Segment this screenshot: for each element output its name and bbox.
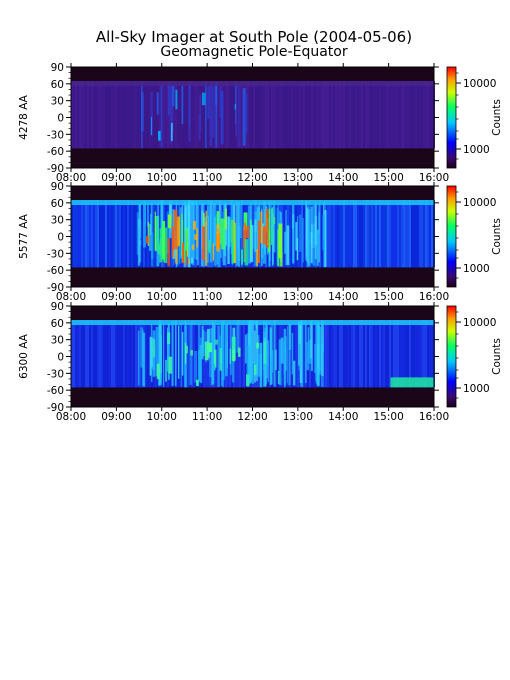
late-emission [390,377,434,388]
band-edge-top [71,320,434,326]
colorbar [446,66,457,169]
x-tick-label: 13:00 [283,411,313,423]
heatmap-image [71,81,435,149]
x-tick-label: 12:00 [237,291,267,303]
y-tick-label: -60 [47,265,64,277]
band-edge-top [71,81,434,87]
y-axis-label: 4278 AA [18,94,30,140]
y-tick-label: 0 [57,352,64,364]
y-tick-label: -30 [47,368,64,380]
x-tick-label: 14:00 [328,291,358,303]
x-tick-label: 09:00 [101,411,131,423]
x-tick-label: 11:00 [192,291,222,303]
y-tick-label: -90 [47,402,64,414]
x-tick-label: 14:00 [328,172,358,184]
y-tick-label: 60 [51,79,64,91]
x-tick-label: 12:00 [237,172,267,184]
y-tick-label: 30 [51,96,64,108]
colorbar-tick-label: 10000 [463,197,496,209]
colorbar-tick-label: 1000 [463,383,490,395]
x-tick-label: 10:00 [147,172,177,184]
x-tick-label: 08:00 [56,172,86,184]
x-tick-label: 11:00 [192,172,222,184]
y-tick-label: -30 [47,129,64,141]
x-tick-label: 16:00 [419,411,449,423]
x-tick-label: 14:00 [328,411,358,423]
x-tick-label: 15:00 [373,172,403,184]
colorbar-label: Counts [491,218,503,255]
y-tick-label: 90 [51,62,64,74]
y-tick-label: 30 [51,335,64,347]
band-edge-top [71,200,434,206]
colorbar-tick-label: 10000 [463,317,496,329]
x-tick-label: 15:00 [373,411,403,423]
y-tick-label: 0 [57,232,64,244]
heatmap-image [71,320,435,388]
y-tick-label: 60 [51,198,64,210]
x-tick-label: 11:00 [192,411,222,423]
y-tick-label: -60 [47,146,64,158]
colorbar-tick-label: 1000 [463,144,490,156]
y-tick-label: -90 [47,163,64,175]
y-axis-label: 6300 AA [18,333,30,379]
y-axis-label: 5577 AA [18,213,30,259]
x-tick-label: 08:00 [56,411,86,423]
colorbar-label: Counts [491,99,503,136]
x-tick-label: 08:00 [56,291,86,303]
x-tick-label: 10:00 [147,291,177,303]
y-tick-label: -30 [47,248,64,260]
colorbar [446,305,457,408]
x-tick-label: 13:00 [283,291,313,303]
colorbar [446,185,457,288]
x-tick-label: 09:00 [101,172,131,184]
x-tick-label: 15:00 [373,291,403,303]
x-tick-label: 09:00 [101,291,131,303]
y-tick-label: 60 [51,318,64,330]
y-tick-label: 30 [51,215,64,227]
chart-subtitle: Geomagnetic Pole-Equator [160,44,347,60]
x-tick-label: 13:00 [283,172,313,184]
y-tick-label: 0 [57,113,64,125]
colorbar-tick-label: 1000 [463,263,490,275]
x-tick-label: 16:00 [419,172,449,184]
x-tick-label: 16:00 [419,291,449,303]
colorbar-tick-label: 10000 [463,78,496,90]
chart-title: All-Sky Imager at South Pole (2004-05-06… [96,28,412,46]
colorbar-label: Counts [491,338,503,375]
x-tick-label: 10:00 [147,411,177,423]
y-tick-label: 90 [51,181,64,193]
y-tick-label: 90 [51,301,64,313]
y-tick-label: -60 [47,385,64,397]
heatmap-image [71,200,435,268]
y-tick-label: -90 [47,282,64,294]
x-tick-label: 12:00 [237,411,267,423]
